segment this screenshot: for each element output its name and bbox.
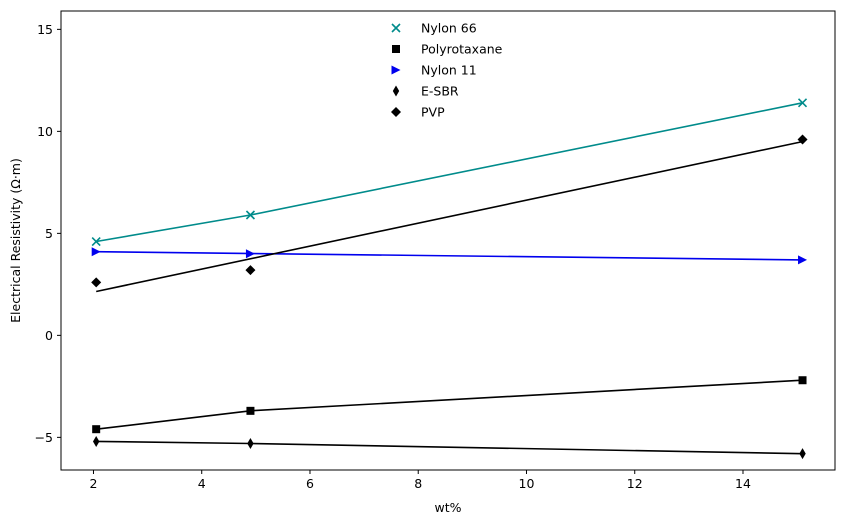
- y-axis-label: Electrical Resistivity (Ω·m): [8, 158, 23, 323]
- x-tick-label: 12: [627, 476, 643, 491]
- legend-marker-polyrotaxane: [392, 45, 400, 53]
- legend-label-nylon-66: Nylon 66: [421, 21, 477, 36]
- legend-marker-pvp: [391, 107, 401, 117]
- y-tick-label: −5: [35, 430, 53, 445]
- legend-item-nylon-11: Nylon 11: [391, 63, 477, 78]
- legend-marker-nylon-66: [391, 23, 401, 33]
- point-polyrotaxane-1: [246, 406, 255, 415]
- point-nylon-11-2: [798, 255, 808, 265]
- legend-item-nylon-66: Nylon 66: [391, 21, 477, 36]
- legend-label-nylon-11: Nylon 11: [421, 63, 477, 78]
- y-tick-label: 0: [45, 328, 53, 343]
- point-pvp-0: [91, 277, 102, 288]
- x-tick-label: 14: [735, 476, 751, 491]
- point-e-sbr-1: [247, 437, 254, 449]
- fit-line-pvp: [96, 140, 803, 293]
- point-polyrotaxane-0: [92, 425, 101, 434]
- x-tick-label: 2: [89, 476, 97, 491]
- point-e-sbr-0: [92, 435, 100, 447]
- legend-item-e-sbr: E-SBR: [392, 84, 459, 99]
- point-nylon-66-2: [797, 98, 808, 108]
- legend-item-polyrotaxane: Polyrotaxane: [392, 42, 503, 57]
- point-pvp-1: [245, 265, 256, 276]
- x-tick-label: 6: [306, 476, 314, 491]
- legend-label-e-sbr: E-SBR: [421, 84, 459, 99]
- y-tick-label: 5: [45, 226, 53, 241]
- fit-lines: [96, 102, 803, 455]
- legend-label-polyrotaxane: Polyrotaxane: [421, 42, 503, 57]
- x-tick-label: 8: [414, 476, 422, 491]
- y-tick-label: 15: [37, 22, 53, 37]
- point-nylon-66-0: [91, 236, 101, 247]
- point-nylon-66-1: [245, 210, 256, 220]
- legend: Nylon 66 Polyrotaxane Nylon 11 E-SBR PVP: [391, 21, 503, 120]
- plot-frame: [60, 10, 836, 471]
- point-nylon-11-0: [91, 247, 101, 257]
- fit-line-nylon-66: [96, 102, 803, 243]
- legend-label-pvp: PVP: [421, 105, 445, 120]
- x-tick-label: 10: [519, 476, 535, 491]
- legend-item-pvp: PVP: [391, 105, 445, 120]
- fit-line-polyrotaxane: [96, 379, 803, 430]
- x-axis-label: wt%: [434, 500, 461, 515]
- fit-line-e-sbr: [96, 440, 803, 455]
- x-tick-label: 4: [198, 476, 206, 491]
- axes: 2 4 6 8 10 12 14 −5 0 5 10 15: [35, 10, 836, 491]
- y-tick-label: 10: [37, 124, 53, 139]
- point-pvp-2: [797, 134, 808, 145]
- point-nylon-11-1: [245, 249, 255, 259]
- legend-marker-nylon-11: [391, 65, 401, 75]
- legend-marker-e-sbr: [392, 85, 400, 97]
- fit-line-nylon-11: [96, 250, 803, 261]
- point-e-sbr-2: [799, 448, 806, 460]
- data-markers: [91, 98, 808, 460]
- point-polyrotaxane-2: [798, 376, 807, 385]
